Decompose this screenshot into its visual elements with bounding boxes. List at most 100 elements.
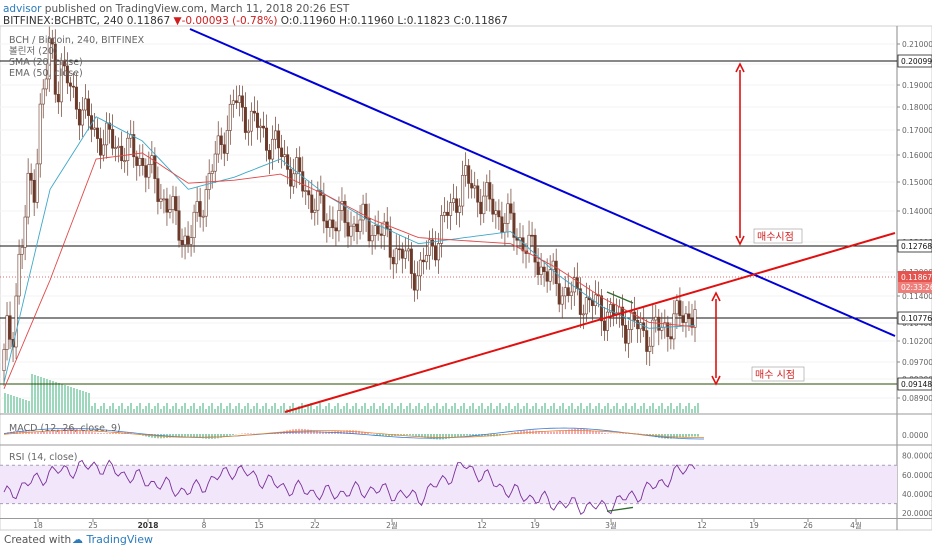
- candle: [690, 318, 694, 328]
- candle: [177, 210, 181, 241]
- volume-bar: [154, 406, 156, 413]
- candle: [473, 185, 477, 189]
- volume-bar: [148, 403, 150, 413]
- legend-rsi[interactable]: RSI (14, close): [9, 452, 78, 463]
- macd-bar: [88, 431, 90, 434]
- macd-bar: [199, 434, 201, 439]
- candle: [328, 219, 332, 229]
- candle: [29, 172, 33, 181]
- candle: [316, 190, 320, 211]
- macd-bar: [196, 434, 198, 438]
- candle: [500, 216, 504, 233]
- macd-bar: [424, 434, 426, 438]
- macd-bar: [46, 431, 48, 434]
- macd-bar: [361, 431, 363, 434]
- volume-bar: [331, 409, 333, 413]
- time-tick-label: 12: [697, 521, 707, 530]
- volume-bar: [649, 406, 651, 413]
- volume-bar: [571, 403, 573, 413]
- author-name[interactable]: advisor: [3, 3, 42, 15]
- candle: [669, 336, 673, 340]
- volume-bar: [211, 403, 213, 413]
- candle: [346, 222, 350, 237]
- candle: [243, 107, 247, 133]
- candle: [618, 306, 622, 314]
- macd-bar: [55, 430, 57, 434]
- candle: [53, 43, 57, 95]
- legend-macd[interactable]: MACD (12, 26, close, 9): [9, 423, 121, 434]
- rsi-tick-label: 40.0000: [902, 490, 932, 499]
- macd-bar: [685, 434, 687, 437]
- candle: [488, 182, 492, 200]
- volume-bar: [550, 406, 552, 413]
- volume-bar: [220, 403, 222, 413]
- legend-bb[interactable]: 볼린저 (20): [9, 46, 58, 57]
- candle: [337, 210, 341, 232]
- macd-bar: [52, 430, 54, 434]
- legend-sma[interactable]: SMA (20, close): [9, 57, 83, 68]
- macd-bar: [484, 434, 486, 437]
- candle: [171, 196, 175, 210]
- candle: [56, 94, 60, 103]
- candle: [198, 201, 202, 217]
- volume-bar: [190, 406, 192, 413]
- candle: [485, 182, 489, 197]
- volume-bar: [463, 403, 465, 413]
- volume-bar: [7, 394, 9, 413]
- candle: [262, 125, 266, 129]
- candle: [117, 145, 121, 148]
- volume-bar: [685, 406, 687, 413]
- volume-bar: [565, 409, 567, 413]
- candle: [126, 137, 130, 161]
- volume-bar: [568, 406, 570, 413]
- volume-bar: [478, 406, 480, 413]
- volume-bar: [334, 406, 336, 413]
- candle: [189, 237, 193, 245]
- macd-bar: [472, 434, 474, 436]
- candle: [648, 345, 652, 352]
- last-price-label: 0.11867: [901, 273, 932, 282]
- volume-bar: [319, 403, 321, 413]
- volume-bar: [292, 403, 294, 413]
- volume-bar: [658, 406, 660, 413]
- time-tick-label: 3월: [605, 520, 617, 530]
- candle: [240, 95, 244, 108]
- candle: [252, 110, 256, 114]
- volume-bar: [514, 406, 516, 413]
- volume-bar: [337, 403, 339, 413]
- time-tick-label: 19: [749, 521, 759, 530]
- macd-bar: [217, 434, 219, 439]
- macd-bar: [646, 434, 648, 436]
- volume-bar: [403, 409, 405, 413]
- candle: [322, 195, 326, 222]
- macd-bar: [340, 430, 342, 434]
- candle: [391, 257, 395, 265]
- candle: [521, 237, 525, 252]
- time-tick-label: 19: [530, 521, 540, 530]
- volume-bar: [13, 396, 15, 413]
- volume-bar: [676, 406, 678, 413]
- candle: [14, 295, 18, 348]
- macd-bar: [442, 434, 444, 440]
- volume-bar: [361, 406, 363, 413]
- legend-pair[interactable]: BCH / Bitcoin, 240, BITFINEX: [9, 35, 145, 46]
- volume-bar: [214, 409, 216, 413]
- candle: [539, 266, 543, 275]
- candle: [343, 201, 347, 223]
- macd-bar: [94, 432, 96, 434]
- macd-bar: [430, 434, 432, 439]
- candle: [265, 127, 269, 151]
- legend-ema[interactable]: EMA (50, close): [9, 68, 83, 79]
- macd-bar: [673, 434, 675, 439]
- volume-bar: [484, 409, 486, 413]
- candle: [68, 82, 72, 87]
- macd-bar: [28, 431, 30, 434]
- volume-bar: [268, 409, 270, 413]
- volume-bar: [631, 406, 633, 413]
- macd-bar: [316, 430, 318, 434]
- candle: [440, 215, 444, 244]
- candle: [283, 154, 287, 158]
- tradingview-logo[interactable]: ☁ TradingView: [72, 533, 153, 546]
- candle: [394, 248, 398, 265]
